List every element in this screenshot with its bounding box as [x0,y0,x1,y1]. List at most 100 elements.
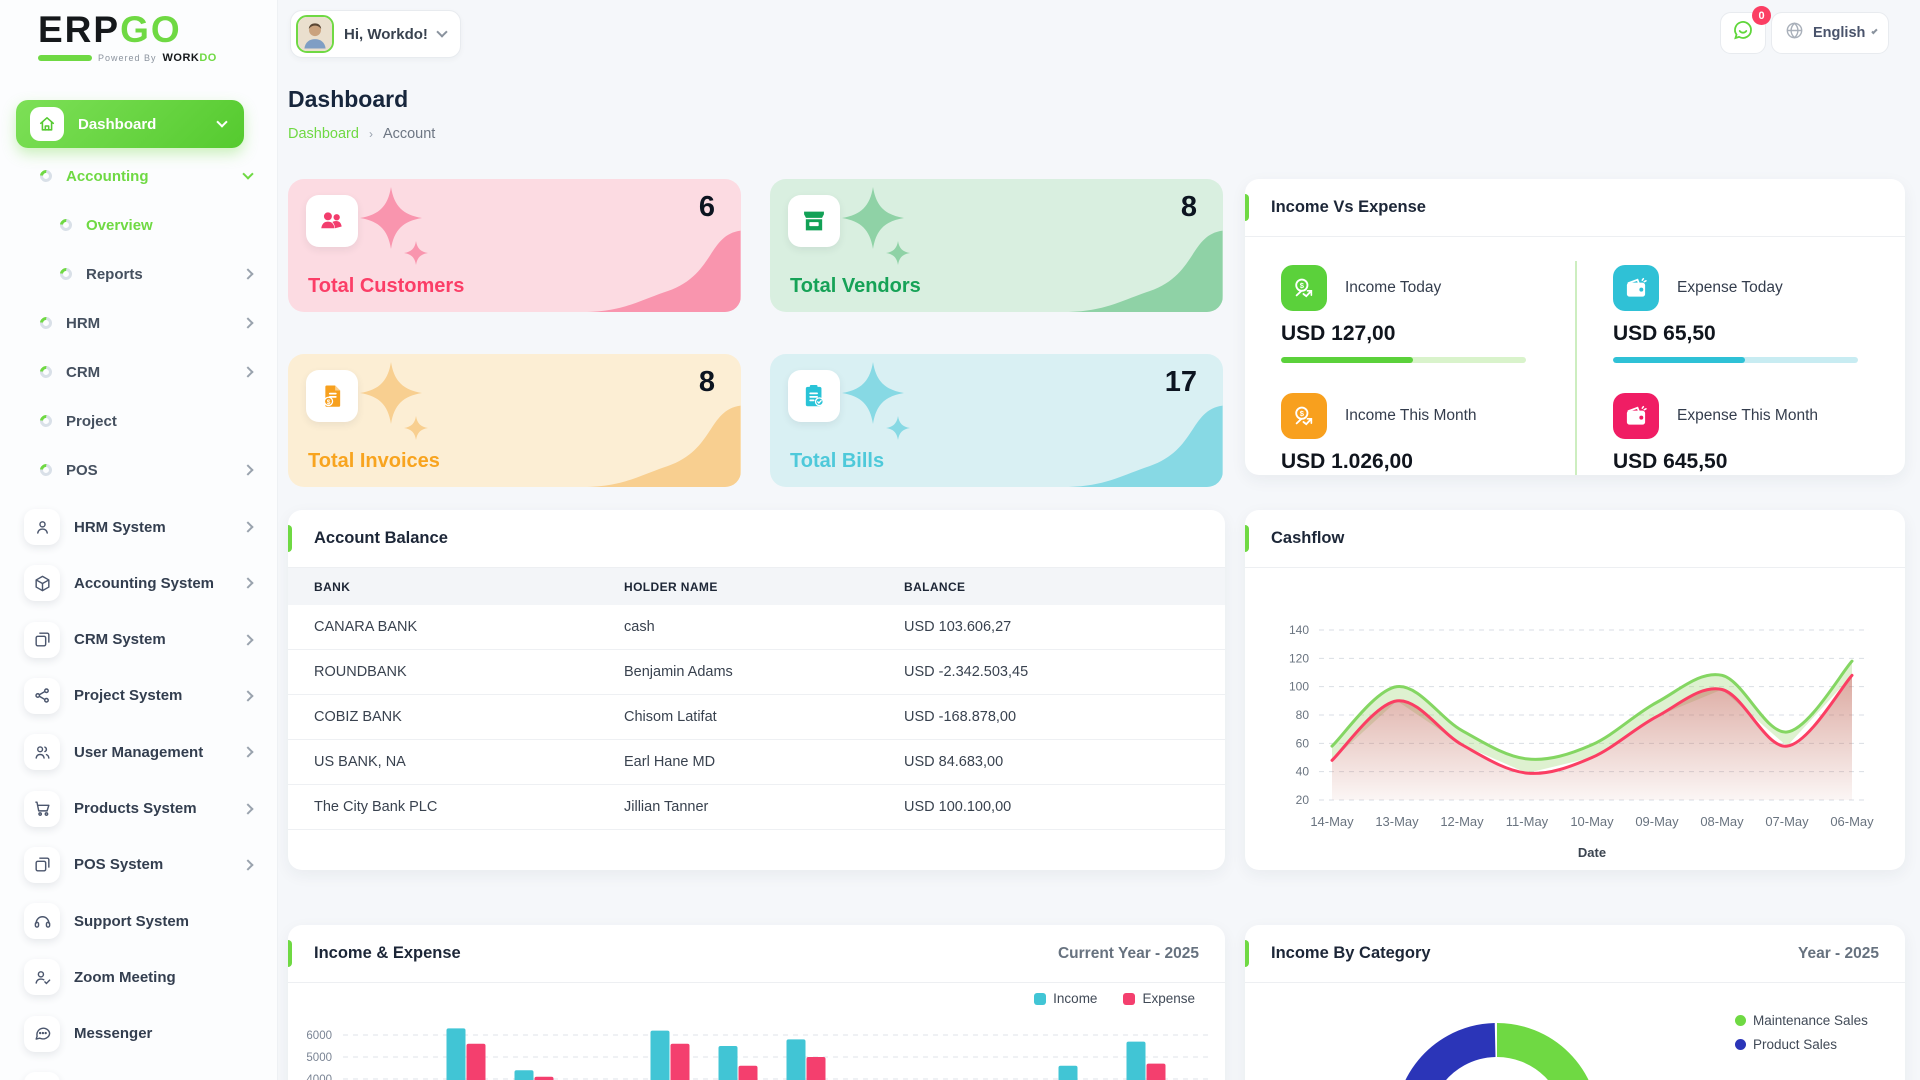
svg-text:4000: 4000 [306,1074,332,1080]
sparkle-icon [842,187,904,249]
panel-header: Income Vs Expense [1245,179,1905,237]
legend-label: Product Sales [1753,1037,1838,1052]
svg-text:$: $ [1300,281,1305,290]
chevron-right-icon [242,366,254,378]
table-cell: The City Bank PLC [314,799,438,815]
sidebar-item-accounting-system[interactable]: Accounting System [0,557,278,609]
sidebar-item-dashboard[interactable]: Dashboard [16,100,244,148]
sparkle-icon [886,416,910,440]
wave-decoration [987,394,1223,487]
table-cell: USD 103.606,27 [904,619,1012,635]
users-icon [24,734,60,771]
chevron-right-icon [242,859,254,871]
sidebar-item-hrm-system[interactable]: HRM System [0,501,278,553]
sidebar-item-products-system[interactable]: Products System [0,783,278,835]
bullet-icon [37,412,55,430]
bullet-icon [57,216,75,234]
sidebar-item-user-management[interactable]: User Management [0,726,278,778]
breadcrumb-separator: › [368,127,373,141]
panel-subtitle: Current Year - 2025 [1057,944,1199,962]
sidebar-item-pos-system[interactable]: POS System [0,839,278,891]
svg-text:40: 40 [1296,765,1310,779]
notifications-button[interactable]: 0 [1720,6,1771,54]
invoices-icon: $ [306,370,358,422]
stat-card-total-invoices[interactable]: $8 Total Invoices [288,354,741,487]
legend-swatch [1123,992,1136,1005]
wallet-icon [1613,393,1659,439]
progress-fill [1281,357,1414,363]
chevron-right-icon [242,521,254,533]
table-cell: COBIZ BANK [314,709,402,725]
legend-item-expense[interactable]: Expense [1123,991,1195,1006]
svg-text:14-May: 14-May [1310,814,1354,829]
column-header: BANK [314,579,351,594]
stat-value: 8 [698,366,715,398]
legend-swatch [1735,1015,1746,1026]
sparkle-icon [360,187,422,249]
sidebar-item-project[interactable]: Project [0,397,278,445]
sidebar-item-accounting[interactable]: Accounting [0,152,278,200]
powered-by: Powered By WORKDO [38,52,217,64]
svg-text:6000: 6000 [306,1030,332,1042]
legend-item-product-sales[interactable]: Product Sales [1735,1037,1868,1052]
table-cell: CANARA BANK [314,619,418,635]
sidebar-item-crm[interactable]: CRM [0,348,278,396]
sparkle-icon [886,241,910,265]
breadcrumb-current: Account [382,126,436,142]
sidebar-item-zoom-meeting[interactable]: Zoom Meeting [0,951,278,1003]
sidebar-item-overview[interactable]: Overview [0,201,278,249]
user-menu[interactable]: Hi, Workdo! [290,10,461,58]
bell-icon [24,1072,60,1080]
sidebar-item-label: CRM System [74,631,166,649]
main-content: Dashboard Dashboard › Account 6 Total Cus… [288,0,1905,1080]
panel-header: Income By Category Year - 2025 [1245,925,1905,983]
panel-header: Income & Expense Current Year - 2025 [288,925,1225,983]
account-balance-table: BANK HOLDER NAME BALANCE CANARA BANK cash USD… [288,568,1225,840]
sidebar-item-label: POS System [74,856,164,874]
legend-item-maintenance-sales[interactable]: Maintenance Sales [1735,1013,1868,1028]
sidebar-item-crm-system[interactable]: CRM System [0,614,278,666]
sidebar-item-reports[interactable]: Reports [0,250,278,298]
avatar [296,15,334,53]
svg-text:08-May: 08-May [1700,814,1744,829]
svg-text:80: 80 [1296,708,1310,722]
sidebar-item-pos[interactable]: POS [0,446,278,494]
breadcrumb-dashboard-link[interactable]: Dashboard [288,126,359,142]
svg-text:09-May: 09-May [1635,814,1679,829]
user-icon [24,509,60,545]
sidebar-item-label: Accounting System [74,574,215,592]
income-expense-item: $ Income This Month USD 1.026,00 [1281,393,1537,475]
legend-swatch [1735,1039,1746,1050]
legend-label: Income [1053,991,1098,1006]
sidebar-item-project-system[interactable]: Project System [0,670,278,722]
coin-icon: $ [1281,393,1327,439]
stat-card-total-vendors[interactable]: 8 Total Vendors [770,179,1223,312]
stat-card-total-customers[interactable]: 6 Total Customers [288,179,741,312]
share-icon [24,677,60,714]
chevron-right-icon [242,268,254,280]
table-cell: USD -2.342.503,45 [904,664,1029,680]
item-header: $ Income Today [1281,265,1537,311]
sidebar-item-hrm[interactable]: HRM [0,299,278,347]
language-selector[interactable]: English [1771,12,1889,54]
brand-logo[interactable]: ERPGO Powered By WORKDO [38,10,217,64]
legend-swatch [1034,992,1047,1005]
sidebar-item-support-system[interactable]: Support System [0,895,278,947]
sidebar-item-label: Overview [86,216,153,234]
table-cell: cash [624,619,655,635]
sidebar-item-label: Accounting [66,167,149,185]
sidebar-item-label: Messenger [74,1025,153,1043]
item-header: Expense Today [1613,265,1869,311]
sidebar-item-messenger[interactable]: Messenger [0,1008,278,1060]
sparkle-icon [842,362,904,424]
table-row: US BANK, NA Earl Hane MD USD 84.683,00 [288,740,1225,785]
sidebar-item-label: HRM [66,314,101,332]
stat-card-total-bills[interactable]: 17 Total Bills [770,354,1223,487]
cashflow-panel: Cashflow 140 120 100 80 60 40 20 14-May 13-May 12… [1245,510,1905,870]
sidebar-item-notification-template[interactable]: Notification Template [0,1064,278,1080]
table-cell: USD -168.878,00 [904,709,1017,725]
sidebar-item-label: Reports [86,265,143,283]
legend-item-income[interactable]: Income [1034,991,1097,1006]
wave-decoration [987,219,1223,312]
